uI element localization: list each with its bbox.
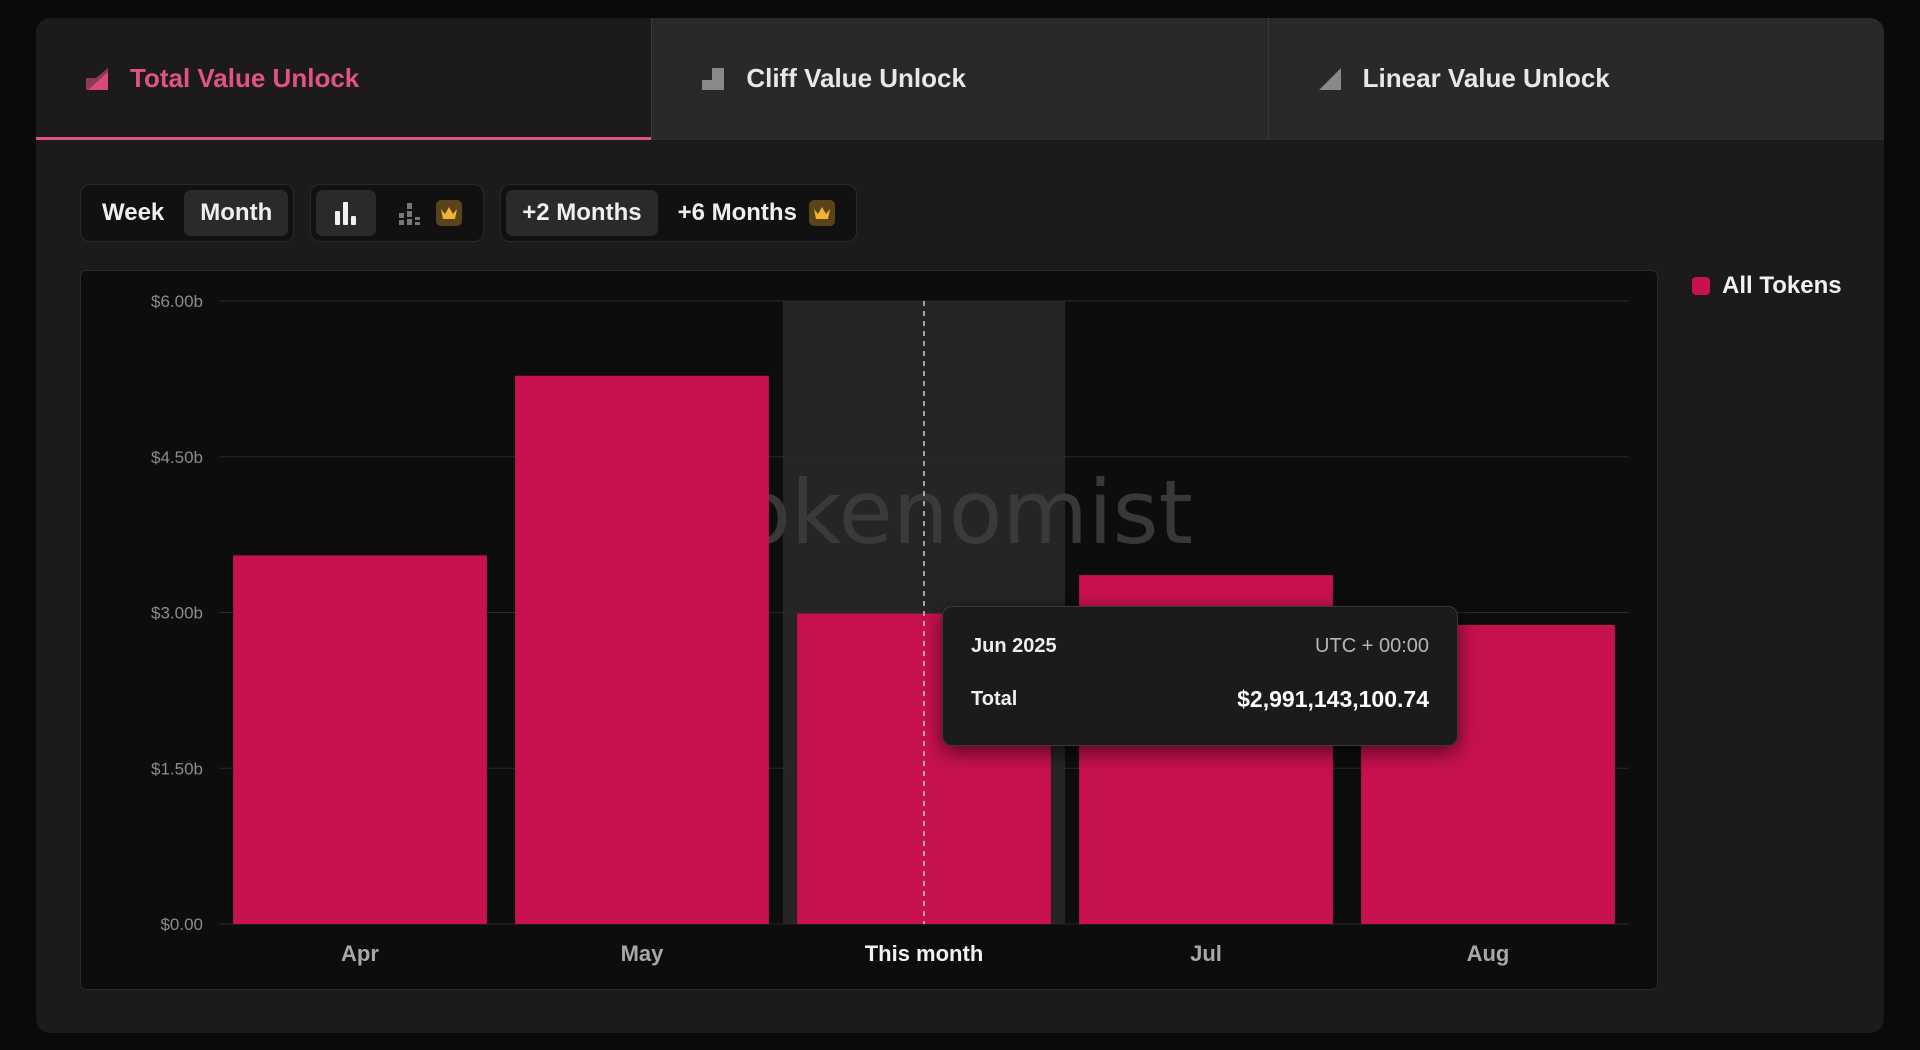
chart-type-toggle	[310, 184, 485, 242]
tooltip-label: Total	[971, 687, 1018, 710]
crown-icon	[808, 200, 835, 226]
tab-total-value-unlock[interactable]: Total Value Unlock	[36, 18, 653, 140]
crown-icon	[436, 200, 463, 226]
y-tick-label: $3.00b	[151, 604, 203, 623]
y-tick-label: $0.00	[160, 915, 203, 934]
tooltip-date: Jun 2025	[971, 634, 1057, 657]
period-toggle: Week Month	[80, 184, 295, 242]
tab-label: Linear Value Unlock	[1362, 63, 1610, 93]
x-tick-label: Apr	[341, 941, 379, 966]
plus-2-months-button[interactable]: +2 Months	[506, 190, 658, 236]
unlock-panel: Total Value Unlock Cliff Value Unlock Li…	[36, 18, 1884, 1033]
bar	[515, 375, 769, 924]
x-tick-label: Aug	[1467, 941, 1510, 966]
tab-linear-value-unlock[interactable]: Linear Value Unlock	[1268, 18, 1884, 139]
cliff-unlock-icon	[702, 67, 725, 90]
stacked-chart-button[interactable]	[380, 190, 478, 236]
watermark: okenomist	[737, 461, 1193, 564]
chart-toolbar: Week Month	[80, 184, 857, 242]
tab-bar: Total Value Unlock Cliff Value Unlock Li…	[36, 18, 1884, 140]
x-tick-label: May	[621, 941, 665, 966]
y-tick-label: $1.50b	[151, 759, 203, 778]
tab-label: Total Value Unlock	[130, 63, 360, 93]
tab-label: Cliff Value Unlock	[746, 63, 966, 93]
bar-chart-icon	[335, 202, 357, 225]
linear-unlock-icon	[1318, 67, 1341, 90]
y-tick-label: $4.50b	[151, 448, 203, 467]
bar-chart-button[interactable]	[316, 190, 377, 236]
chart-tooltip: Jun 2025 UTC + 00:00 Total $2,991,143,10…	[942, 606, 1458, 746]
month-button[interactable]: Month	[184, 190, 289, 236]
total-unlock-icon	[86, 67, 108, 90]
legend-swatch	[1692, 277, 1710, 295]
tab-cliff-value-unlock[interactable]: Cliff Value Unlock	[652, 18, 1269, 139]
range-toggle: +2 Months +6 Months	[500, 184, 857, 242]
y-tick-label: $6.00b	[151, 292, 203, 311]
stacked-bar-icon	[399, 203, 421, 225]
bar	[233, 555, 487, 924]
plus-6-months-button[interactable]: +6 Months	[662, 190, 851, 236]
tooltip-value: $2,991,143,100.74	[1237, 685, 1429, 712]
x-tick-label: Jul	[1190, 941, 1222, 966]
plus-6-months-label: +6 Months	[677, 199, 797, 226]
week-button[interactable]: Week	[102, 199, 165, 226]
tooltip-timezone: UTC + 00:00	[1315, 634, 1429, 657]
legend[interactable]: All Tokens	[1692, 272, 1842, 300]
x-tick-label: This month	[865, 941, 984, 966]
legend-label: All Tokens	[1722, 272, 1842, 299]
